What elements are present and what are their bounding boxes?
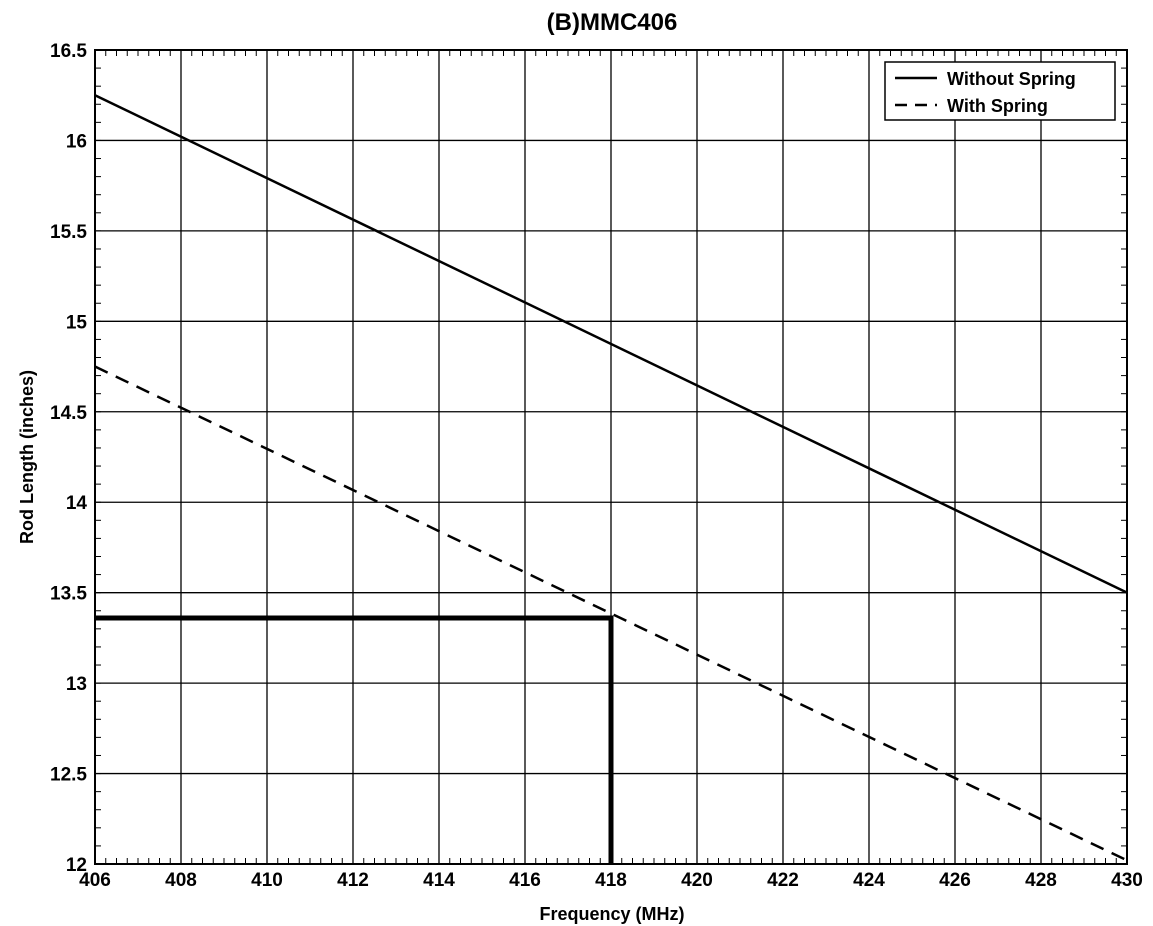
legend-label: With Spring [947,96,1048,116]
y-tick-label: 12.5 [50,765,87,786]
y-tick-label: 14.5 [50,403,87,424]
x-tick-label: 430 [1111,870,1143,891]
series-line-with-spring [94,365,1128,862]
plot-frame [94,49,1128,865]
y-tick-label: 13 [66,674,87,695]
x-tick-label: 410 [251,870,283,891]
x-tick-label: 422 [767,870,799,891]
x-tick-label: 414 [423,870,455,891]
y-axis-label: Rod Length (inches) [17,370,37,544]
x-tick-label: 428 [1025,870,1057,891]
legend: Without Spring With Spring [884,61,1116,121]
x-tick-label: 426 [939,870,971,891]
x-tick-label: 420 [681,870,713,891]
y-tick-label: 16.5 [50,41,87,62]
legend-box [884,61,1116,121]
chart-title: (B)MMC406 [547,9,678,36]
y-tick-label: 16 [66,131,87,152]
series-lines [94,94,1128,864]
x-axis-label: Frequency (MHz) [539,904,684,924]
x-tick-label: 406 [79,870,111,891]
y-tick-label: 12 [66,855,87,876]
y-tick-label: 13.5 [50,584,87,605]
x-tick-label: 424 [853,870,885,891]
x-tick-label: 412 [337,870,369,891]
legend-label: Without Spring [947,69,1076,89]
axis-ticks: 406 408 410 412 414 416 418 420 422 424 426 428 430 1… [50,41,1143,891]
y-tick-label: 14 [66,493,88,514]
y-tick-label: 15.5 [50,222,87,243]
x-tick-label: 408 [165,870,197,891]
marker-line [95,615,614,864]
y-tick-label: 15 [66,312,88,333]
x-tick-label: 416 [509,870,541,891]
series-line-without-spring [94,94,1128,594]
x-tick-label: 418 [595,870,627,891]
